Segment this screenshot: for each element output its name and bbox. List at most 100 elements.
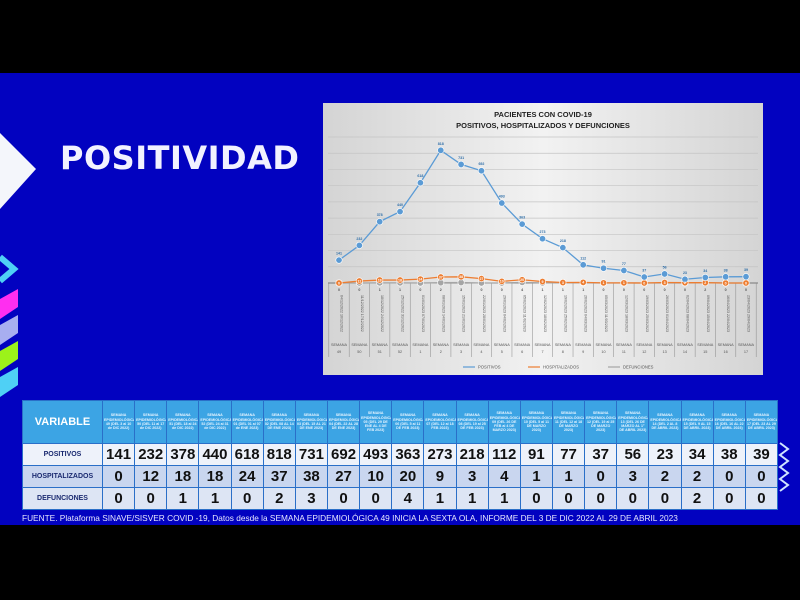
data-label: 112 xyxy=(580,256,586,260)
data-label: 818 xyxy=(438,142,444,146)
legend-label: POSITIVOS xyxy=(478,365,501,370)
data-label: 2 xyxy=(440,288,442,292)
data-point xyxy=(498,277,506,285)
table-cell: 1 xyxy=(423,487,457,510)
data-label: 37 xyxy=(642,268,646,272)
table-cell: 363 xyxy=(391,443,425,466)
category-date-label: 08/01/2023 14/01/2023 xyxy=(441,295,445,332)
data-label: 4 xyxy=(582,281,584,285)
data-point xyxy=(579,278,587,286)
category-date-label: 02/04/2023 08/04/2023 xyxy=(685,295,689,332)
data-label: 0 xyxy=(358,288,360,292)
table-cell: 1 xyxy=(519,465,553,488)
column-header: SEMANA EPIDEMIOLÓGICA 04 (DEL 22 AL 28 D… xyxy=(326,400,361,444)
table-cell: 0 xyxy=(519,487,553,510)
table-cell: 273 xyxy=(423,443,457,466)
data-label: 2 xyxy=(704,281,706,285)
table-cell: 24 xyxy=(230,465,264,488)
category-date-label: 05/02/2023 11/02/2023 xyxy=(523,295,527,332)
table-cell: 1 xyxy=(551,465,586,488)
category-week-number: 1 xyxy=(419,350,421,354)
category-week-number: 4 xyxy=(480,350,482,354)
data-point xyxy=(518,220,526,228)
data-label: 273 xyxy=(540,230,546,234)
data-point xyxy=(742,273,750,281)
data-label: 2 xyxy=(704,288,706,292)
data-label: 1 xyxy=(379,288,381,292)
category-week-label: SEMANA xyxy=(677,343,694,347)
data-label: 141 xyxy=(336,252,342,256)
chart-title: PACIENTES CON COVID-19 xyxy=(494,110,592,119)
page-title: POSITIVIDAD xyxy=(60,139,300,177)
data-label: 38 xyxy=(459,275,463,279)
data-label: 440 xyxy=(397,203,403,207)
category-week-number: 15 xyxy=(703,350,707,354)
table-cell: 1 xyxy=(166,487,200,510)
data-label: 3 xyxy=(664,281,666,285)
data-point xyxy=(457,273,465,281)
data-point xyxy=(681,275,689,283)
category-week-label: SEMANA xyxy=(657,343,674,347)
table-cell: 493 xyxy=(359,443,393,466)
category-week-number: 49 xyxy=(337,350,341,354)
table-cell: 0 xyxy=(101,465,136,488)
category-week-label: SEMANA xyxy=(636,343,653,347)
source-footnote: FUENTE. Plataforma SINAVE/SISVER COVID -… xyxy=(22,513,678,523)
table-cell: 37 xyxy=(262,465,296,488)
table-cell: 0 xyxy=(551,487,586,510)
slide: POSITIVIDAD PACIENTES CON COVID-19 POSITI… xyxy=(0,73,800,525)
column-header: SEMANA EPIDEMIOLÓGICA 12 (DEL 19 al 25 D… xyxy=(584,400,618,444)
table-cell: 692 xyxy=(326,443,361,466)
column-header: SEMANA EPIDEMIOLÓGICA 08 (DEL 19 al 25 D… xyxy=(455,400,489,444)
table-cell: 1 xyxy=(455,487,489,510)
table-cell: 2 xyxy=(680,465,714,488)
data-point xyxy=(376,218,384,226)
category-week-label: SEMANA xyxy=(738,343,755,347)
category-date-label: 15/01/2023 21/01/2023 xyxy=(462,295,466,332)
data-label: 218 xyxy=(560,239,566,243)
data-label: 0 xyxy=(725,281,727,285)
table-cell: 3 xyxy=(616,465,650,488)
data-point xyxy=(559,244,567,252)
column-header: SEMANA EPIDEMIOLÓGICA 52 (DEL 24 al 31 d… xyxy=(198,400,232,444)
column-header: SEMANA EPIDEMIOLÓGICA 02 (DEL 08 AL 14 D… xyxy=(262,400,296,444)
data-point xyxy=(620,279,628,287)
data-point xyxy=(600,279,608,287)
column-header: SEMANA EPIDEMIOLÓGICA 07 (DEL 12 al 18 F… xyxy=(423,400,457,444)
column-header: SEMANA EPIDEMIOLÓGICA 17 (DEL 23 AL 29 D… xyxy=(744,400,779,444)
column-header: SEMANA EPIDEMIOLÓGICA 06 (DEL 5 al 11 DE… xyxy=(391,400,425,444)
data-label: 731 xyxy=(458,156,464,160)
data-label: 1 xyxy=(399,288,401,292)
column-header: SEMANA EPIDEMIOLÓGICA 50 (DEL 11 al 17 d… xyxy=(134,400,168,444)
category-week-label: SEMANA xyxy=(331,343,348,347)
table-cell: 218 xyxy=(455,443,489,466)
category-date-label: 25/12/2022 31/12/2022 xyxy=(401,295,405,332)
category-date-label: 04/12/2022 10/12/2022 xyxy=(340,295,344,332)
table-cell: 0 xyxy=(712,465,746,488)
data-label: 1 xyxy=(623,281,625,285)
legend-label: HOSPITALIZADOS xyxy=(543,365,579,370)
category-date-label: 12/02/2023 18/02/2023 xyxy=(543,295,547,332)
data-label: 493 xyxy=(499,195,505,199)
data-label: 0 xyxy=(664,288,666,292)
table-cell: 39 xyxy=(744,443,779,466)
table-cell: 0 xyxy=(744,465,779,488)
table-cell: 2 xyxy=(680,487,714,510)
data-point xyxy=(701,273,709,281)
category-week-label: SEMANA xyxy=(351,343,368,347)
category-week-number: 5 xyxy=(501,350,503,354)
category-week-number: 8 xyxy=(562,350,564,354)
table-cell: 0 xyxy=(744,487,779,510)
table-cell: 12 xyxy=(134,465,168,488)
data-point xyxy=(457,160,465,168)
category-week-number: 2 xyxy=(440,350,442,354)
category-week-number: 7 xyxy=(541,350,543,354)
chart-subtitle: POSITIVOS, HOSPITALIZADOS Y DEFUNCIONES xyxy=(456,121,630,130)
category-week-number: 12 xyxy=(642,350,646,354)
table-cell: 18 xyxy=(198,465,232,488)
category-week-number: 10 xyxy=(601,350,605,354)
data-label: 4 xyxy=(521,288,523,292)
table-cell: 1 xyxy=(198,487,232,510)
category-date-label: 18/12/2022 24/12/2022 xyxy=(380,295,384,332)
category-date-label: 19/02/2023 25/02/2023 xyxy=(563,295,567,332)
